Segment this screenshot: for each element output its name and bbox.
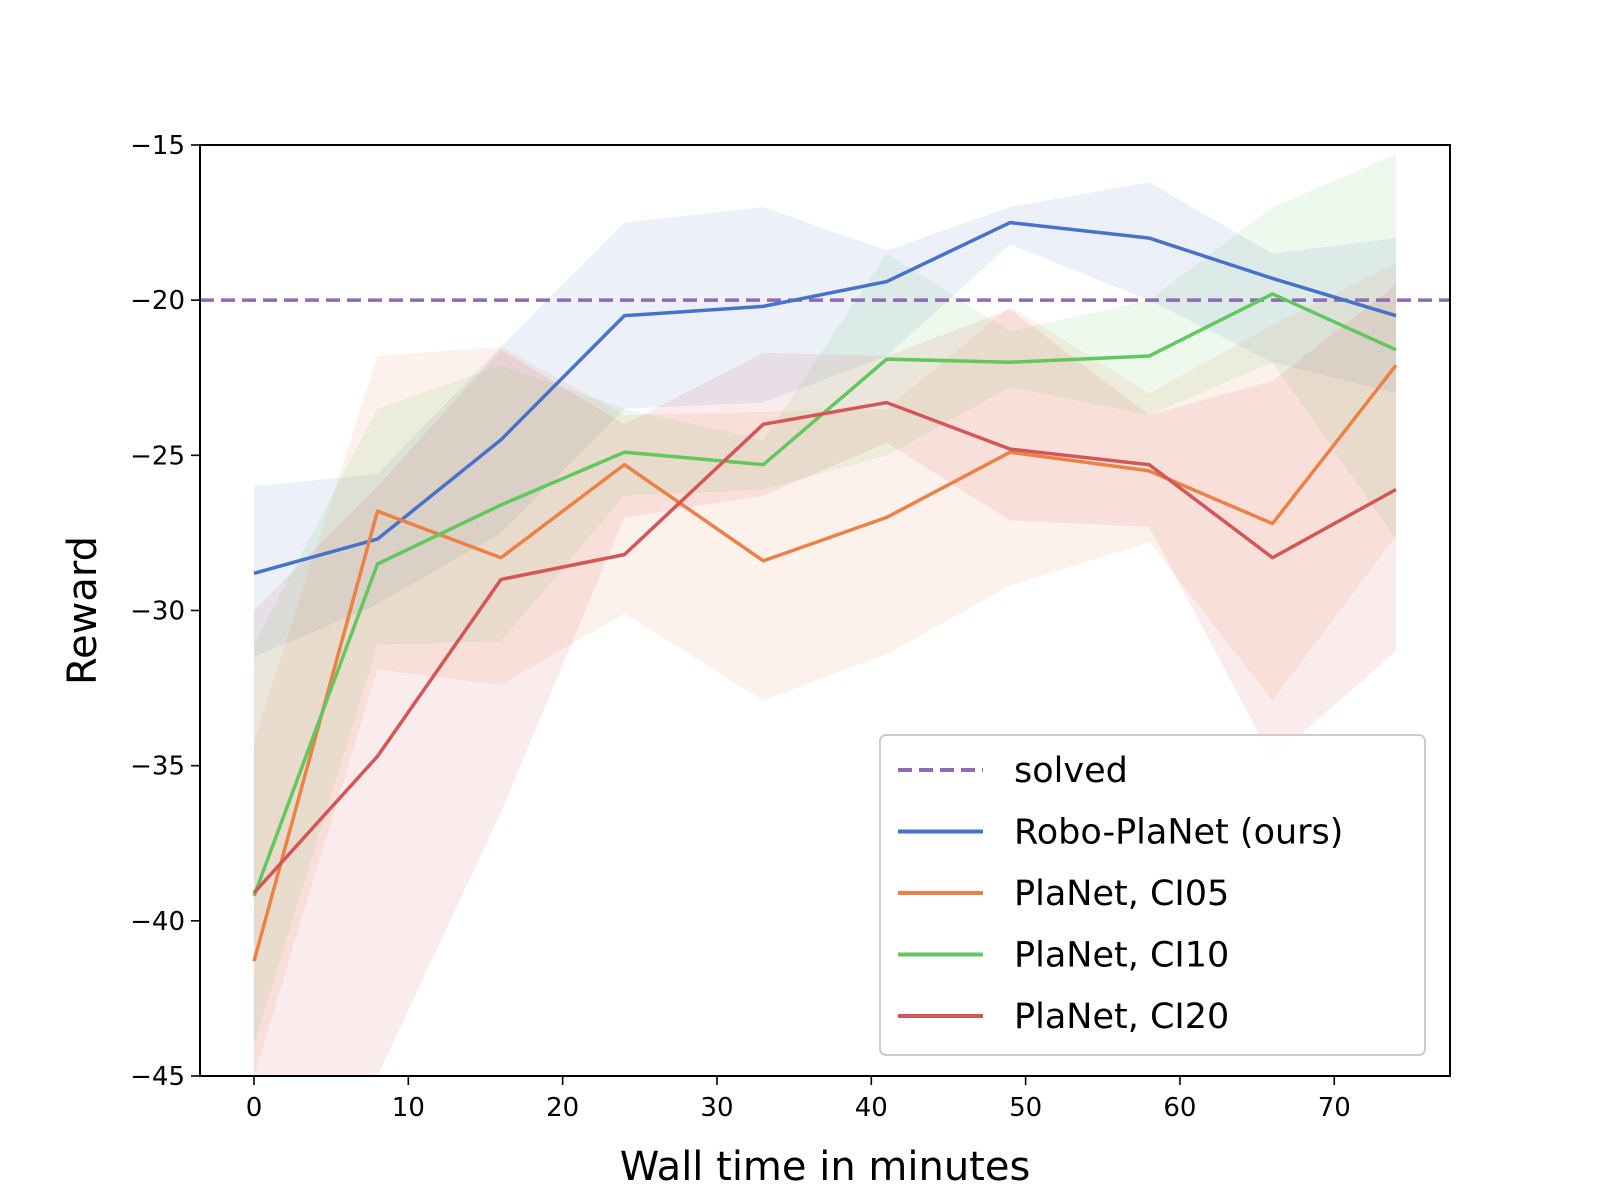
y-tick-label: −15 bbox=[130, 131, 185, 161]
x-tick-label: 20 bbox=[546, 1093, 579, 1123]
legend-label-4: PlaNet, CI10 bbox=[1014, 936, 1229, 976]
y-tick-label: −30 bbox=[130, 597, 185, 627]
legend-label-3: PlaNet, CI05 bbox=[1014, 874, 1229, 914]
y-axis: −15 −20 −25 −30 −35 −40 −45 bbox=[130, 131, 200, 1092]
x-tick-label: 40 bbox=[855, 1093, 888, 1123]
y-tick-label: −40 bbox=[130, 907, 185, 937]
y-axis-title: Reward bbox=[60, 536, 106, 685]
legend-label-1: solved bbox=[1014, 751, 1128, 791]
x-tick-label: 0 bbox=[246, 1093, 263, 1123]
series-lines bbox=[252, 220, 1398, 962]
x-tick-label: 50 bbox=[1009, 1093, 1042, 1123]
x-tick-label: 60 bbox=[1163, 1093, 1196, 1123]
legend-box bbox=[879, 734, 1426, 1056]
legend-label-5: PlaNet, CI20 bbox=[1014, 997, 1229, 1037]
x-axis-title: Wall time in minutes bbox=[620, 1144, 1031, 1190]
legend-label-2: Robo-PlaNet (ours) bbox=[1014, 813, 1343, 853]
x-axis: 0 10 20 30 40 50 60 70 bbox=[246, 1076, 1351, 1123]
confidence-band-1 bbox=[254, 182, 1396, 658]
confidence-band-4 bbox=[254, 284, 1396, 1076]
x-tick-label: 30 bbox=[700, 1093, 733, 1123]
y-tick-label: −20 bbox=[130, 286, 185, 316]
confidence-band-3 bbox=[254, 154, 1396, 1045]
y-tick-label: −25 bbox=[130, 441, 185, 471]
y-tick-label: −35 bbox=[130, 752, 185, 782]
series-line-4 bbox=[252, 400, 1397, 895]
y-tick-label: −45 bbox=[130, 1062, 185, 1092]
x-tick-label: 10 bbox=[392, 1093, 425, 1123]
series-line-1 bbox=[253, 220, 1397, 575]
legend: solved Robo-PlaNet (ours) PlaNet, CI05 PlaN… bbox=[879, 734, 1426, 1056]
x-tick-label: 70 bbox=[1318, 1093, 1351, 1123]
